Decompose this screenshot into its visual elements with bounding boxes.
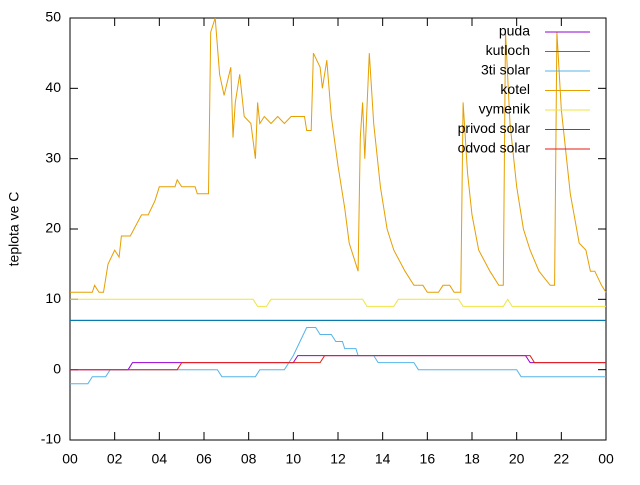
legend-label: kutloch [486, 42, 530, 58]
legend-label: 3ti solar [481, 62, 530, 78]
y-tick-label: 30 [45, 149, 61, 165]
series-line [70, 355, 606, 371]
x-tick-label: 00 [62, 451, 78, 467]
legend-label: puda [499, 23, 530, 39]
legend-label: privod solar [458, 120, 531, 136]
y-tick-label: 20 [45, 220, 61, 236]
y-tick-label: 10 [45, 290, 61, 306]
x-tick-label: 12 [330, 451, 346, 467]
x-tick-label: 20 [509, 451, 525, 467]
legend-label: odvod solar [458, 140, 531, 156]
x-tick-label: 08 [241, 451, 257, 467]
y-tick-label: 50 [45, 9, 61, 25]
legend-label: vymenik [479, 101, 531, 117]
y-tick-label: 40 [45, 79, 61, 95]
x-tick-label: 16 [420, 451, 436, 467]
series-line [70, 298, 606, 307]
x-tick-label: 18 [464, 451, 480, 467]
y-tick-label: -10 [41, 431, 61, 447]
x-tick-label: 04 [152, 451, 168, 467]
y-axis-label: teplota ve C [6, 192, 22, 267]
series-line [70, 355, 606, 371]
legend-label: kotel [500, 81, 530, 97]
x-tick-label: 00 [598, 451, 614, 467]
series-line [70, 17, 607, 293]
x-tick-label: 10 [286, 451, 302, 467]
x-tick-label: 02 [107, 451, 123, 467]
x-tick-label: 14 [375, 451, 391, 467]
plot-border [69, 17, 607, 441]
x-tick-label: 22 [554, 451, 570, 467]
y-tick-label: 0 [53, 360, 61, 376]
x-tick-label: 06 [196, 451, 212, 467]
